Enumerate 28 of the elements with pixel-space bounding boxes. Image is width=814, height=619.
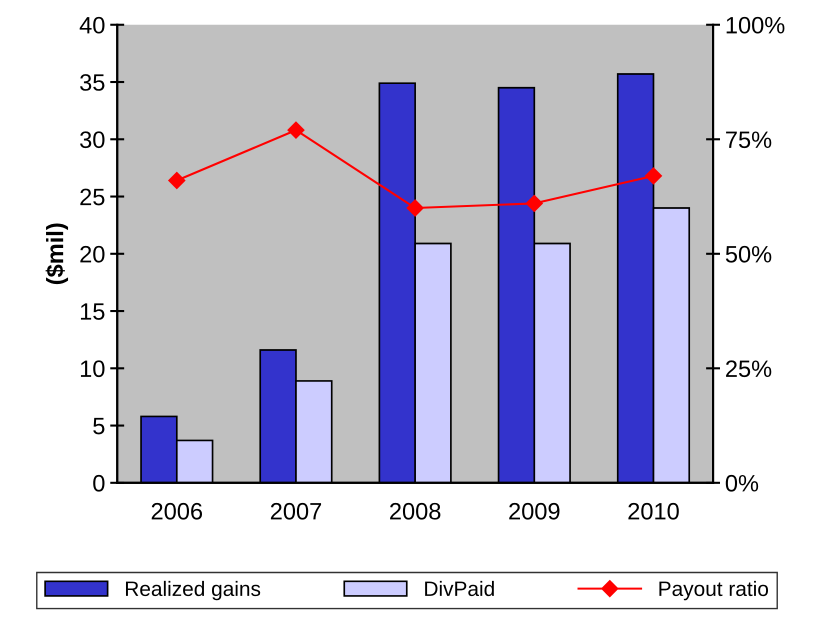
y-tick-label: 15 bbox=[80, 303, 104, 320]
y-tick-label: 5 bbox=[93, 418, 104, 434]
y-tick-label: 40 bbox=[80, 16, 104, 34]
y2-tick-label: 75% bbox=[726, 131, 772, 148]
y-tick-label: 25 bbox=[80, 188, 104, 206]
x-tick-label: 2009 bbox=[509, 502, 560, 520]
x-tick-label: 2006 bbox=[152, 502, 202, 520]
x-tick-label: 2010 bbox=[628, 502, 679, 520]
x-tick-label: 2007 bbox=[270, 502, 322, 520]
point bbox=[406, 199, 424, 217]
legend-label: Payout ratio bbox=[659, 580, 768, 600]
point bbox=[526, 194, 543, 212]
y2-tick-label: 25% bbox=[726, 360, 772, 378]
y2-tick-label: 0% bbox=[726, 474, 758, 492]
y2-tick-label: 50% bbox=[726, 246, 772, 263]
point bbox=[644, 167, 662, 184]
point bbox=[168, 172, 186, 190]
legend-label: DivPaid bbox=[425, 580, 494, 596]
x-tick-label: 2008 bbox=[390, 502, 440, 520]
y-tick-label: 35 bbox=[80, 74, 104, 91]
point bbox=[287, 122, 305, 139]
y-tick-label: 30 bbox=[80, 131, 104, 148]
y-tick-label: 10 bbox=[80, 360, 104, 378]
y2-tick-label: 100% bbox=[726, 16, 784, 34]
legend-label: Realized gains bbox=[126, 580, 260, 600]
y-tick-label: 0 bbox=[93, 474, 104, 492]
y-axis-title: ($mil) bbox=[46, 223, 68, 284]
y-tick-label: 20 bbox=[80, 246, 104, 263]
